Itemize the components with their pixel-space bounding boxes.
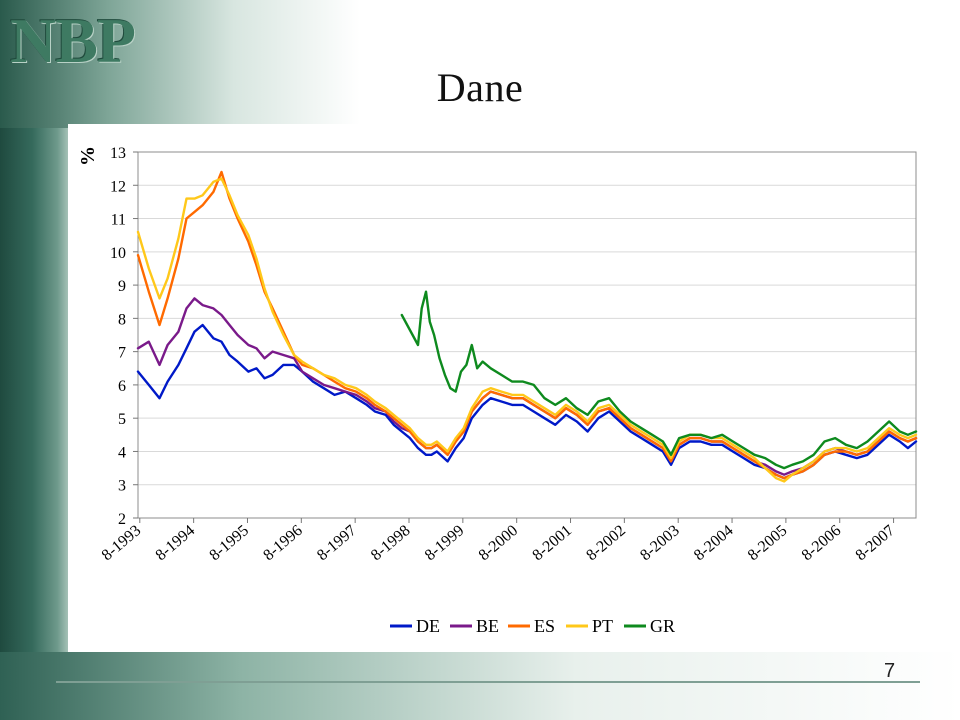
- y-tick-label: 6: [118, 378, 126, 395]
- series-lines: [136, 170, 918, 483]
- x-tick-label: 8-1998: [368, 522, 414, 564]
- legend-item-be: BE: [450, 616, 499, 636]
- y-tick-label: 8: [118, 311, 126, 328]
- chart-legend: DE BE ES PT GR: [390, 616, 675, 636]
- series-line-be: [136, 297, 918, 476]
- legend-label: ES: [534, 616, 555, 636]
- plot-frame: [137, 151, 917, 519]
- x-tick-label: 8-2003: [637, 522, 683, 564]
- legend-label: BE: [476, 616, 499, 636]
- series-line-pt: [136, 177, 918, 483]
- x-tick-label: 8-2005: [745, 522, 791, 564]
- y-tick-label: 12: [110, 178, 126, 195]
- top-decor-band: [0, 0, 360, 128]
- x-tick-label: 8-2006: [799, 522, 845, 564]
- x-tick-label: 8-1995: [206, 522, 252, 564]
- legend-label: PT: [592, 616, 613, 636]
- legend-item-es: ES: [508, 616, 555, 636]
- y-axis-unit-label: %: [77, 146, 99, 166]
- gridlines: [138, 151, 916, 519]
- x-tick-label: 8-1994: [153, 522, 199, 564]
- y-tick-label: 9: [118, 278, 126, 295]
- slide-title: Dane: [436, 65, 524, 110]
- x-tick-label: 8-2002: [583, 522, 629, 564]
- y-tick-label: 4: [118, 444, 126, 461]
- x-tick-label: 8-2000: [476, 522, 522, 564]
- x-tick-label: 8-2007: [852, 522, 898, 564]
- nbp-logo: NBP: [10, 5, 136, 76]
- legend-item-pt: PT: [566, 616, 613, 636]
- y-tick-label: 3: [118, 478, 126, 495]
- x-tick-label: 8-2001: [529, 522, 575, 564]
- legend-item-gr: GR: [624, 616, 675, 636]
- series-line-gr: [400, 290, 918, 470]
- page-number: 7: [884, 660, 896, 682]
- series-line-es: [136, 170, 918, 480]
- legend-item-de: DE: [390, 616, 440, 636]
- chart-panel: 13 12 11 10 9 8 7 6 5 4 3 2 8-1993 8-1994 8-1995 8-199…: [68, 124, 928, 652]
- bottom-decor-band: [0, 652, 960, 720]
- x-tick-label: 8-1996: [260, 522, 306, 564]
- x-tick-label: 8-2004: [691, 522, 737, 564]
- x-tick-label: 8-1993: [99, 522, 145, 564]
- x-tick-label: 8-1999: [422, 522, 468, 564]
- x-tick-label: 8-1997: [314, 522, 360, 564]
- y-tick-label: 2: [118, 511, 126, 528]
- plot-border: [137, 151, 917, 519]
- y-axis-ticks: 13 12 11 10 9 8 7 6 5 4 3 2: [110, 145, 138, 528]
- x-axis-ticks: 8-1993 8-1994 8-1995 8-1996 8-1997 8-1998 8-19…: [99, 518, 898, 564]
- y-tick-label: 5: [118, 411, 126, 428]
- y-tick-label: 13: [110, 145, 126, 162]
- y-tick-label: 11: [111, 212, 126, 229]
- legend-label: GR: [650, 616, 675, 636]
- footer-rule: [56, 681, 920, 683]
- y-tick-label: 10: [110, 245, 126, 262]
- y-tick-label: 7: [118, 345, 126, 362]
- legend-label: DE: [416, 616, 440, 636]
